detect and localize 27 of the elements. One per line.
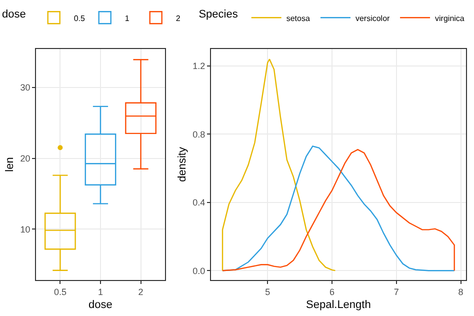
legend-label: virginica [435, 14, 465, 23]
line-series [222, 58, 336, 272]
x-tick-label: 5 [265, 286, 270, 297]
y-tick-label: 20 [20, 153, 30, 164]
legend-label: setosa [286, 14, 310, 23]
x-tick-label: 6 [329, 286, 335, 297]
legend-title: dose [2, 8, 26, 20]
x-tick-label: 7 [394, 286, 399, 297]
y-tick-label: 0.8 [192, 129, 206, 140]
x-tick-label: 1 [98, 286, 103, 297]
legend-label: 1 [124, 14, 130, 23]
y-axis-title: density [176, 146, 188, 182]
x-tick-label: 2 [138, 286, 144, 297]
x-tick-label: 8 [458, 286, 464, 297]
y-axis-title: len [4, 157, 16, 172]
legend-label: 2 [176, 14, 181, 23]
x-axis-title: dose [88, 298, 112, 311]
legend-label: 0.5 [74, 14, 86, 23]
y-tick-label: 0.4 [192, 198, 206, 208]
legend-title: Species [198, 8, 238, 20]
legend-label: versicolor [355, 14, 390, 23]
y-tick-label: 0.0 [192, 266, 206, 276]
x-tick-label: 0.5 [54, 286, 66, 297]
y-tick-label: 10 [20, 224, 30, 234]
y-tick-label: 30 [20, 82, 30, 92]
x-axis-title: Sepal.Length [306, 298, 371, 311]
y-tick-label: 1.2 [192, 61, 206, 72]
